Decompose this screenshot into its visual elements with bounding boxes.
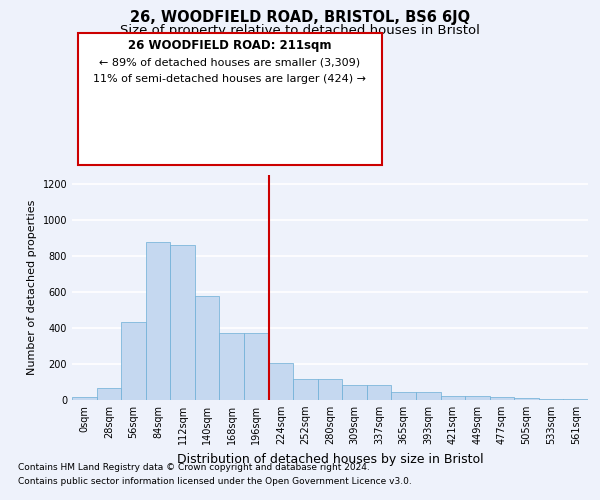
X-axis label: Distribution of detached houses by size in Bristol: Distribution of detached houses by size …: [176, 452, 484, 466]
Text: 11% of semi-detached houses are larger (424) →: 11% of semi-detached houses are larger (…: [94, 74, 366, 85]
Bar: [220, 332, 244, 400]
Bar: [318, 380, 342, 400]
Bar: [146, 242, 170, 400]
Bar: [97, 388, 121, 400]
Bar: [269, 363, 293, 400]
Bar: [170, 245, 195, 400]
Y-axis label: Number of detached properties: Number of detached properties: [27, 200, 37, 375]
Text: Contains public sector information licensed under the Open Government Licence v3: Contains public sector information licen…: [18, 477, 412, 486]
Bar: [244, 332, 269, 400]
Text: 26 WOODFIELD ROAD: 211sqm: 26 WOODFIELD ROAD: 211sqm: [128, 38, 332, 52]
Bar: [391, 392, 416, 400]
Bar: [465, 396, 490, 400]
Bar: [514, 398, 539, 400]
Bar: [293, 380, 318, 400]
Bar: [72, 398, 97, 400]
Text: 26, WOODFIELD ROAD, BRISTOL, BS6 6JQ: 26, WOODFIELD ROAD, BRISTOL, BS6 6JQ: [130, 10, 470, 25]
Text: Size of property relative to detached houses in Bristol: Size of property relative to detached ho…: [120, 24, 480, 37]
Text: ← 89% of detached houses are smaller (3,309): ← 89% of detached houses are smaller (3,…: [99, 58, 361, 68]
Bar: [440, 396, 465, 400]
Bar: [342, 384, 367, 400]
Bar: [195, 296, 220, 400]
Bar: [563, 399, 588, 400]
Bar: [367, 384, 391, 400]
Bar: [416, 392, 440, 400]
Bar: [490, 398, 514, 400]
Text: Contains HM Land Registry data © Crown copyright and database right 2024.: Contains HM Land Registry data © Crown c…: [18, 464, 370, 472]
Bar: [539, 399, 563, 400]
Bar: [121, 322, 146, 400]
